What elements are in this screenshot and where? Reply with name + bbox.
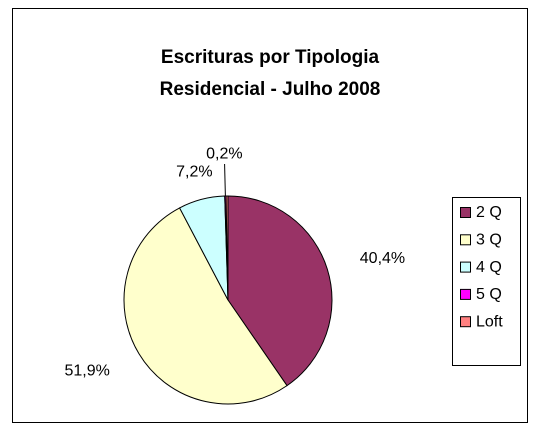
legend-label: 3 Q xyxy=(476,232,502,249)
legend-box xyxy=(452,197,521,366)
legend-label: 2 Q xyxy=(476,204,502,221)
pie-slice xyxy=(227,195,333,387)
legend-swatch xyxy=(460,261,471,273)
legend-label: 5 Q xyxy=(476,286,502,303)
legend-label: 4 Q xyxy=(476,259,502,276)
pie-slice xyxy=(225,195,229,301)
data-label: 0,2% xyxy=(206,145,242,162)
legend-swatch xyxy=(460,288,471,300)
data-label: 40,4% xyxy=(360,250,405,267)
data-label: 7,2% xyxy=(176,164,212,181)
chart-title: Escrituras por Tipologia xyxy=(161,47,380,68)
legend-swatch xyxy=(460,316,471,328)
legend-swatch xyxy=(460,207,471,218)
leader-line xyxy=(224,164,226,197)
legend-swatch xyxy=(460,234,471,246)
chart-title: Residencial - Julho 2008 xyxy=(160,79,381,100)
data-label: 51,9% xyxy=(65,363,110,380)
legend-label: Loft xyxy=(476,313,503,330)
pie-slice xyxy=(123,207,288,405)
